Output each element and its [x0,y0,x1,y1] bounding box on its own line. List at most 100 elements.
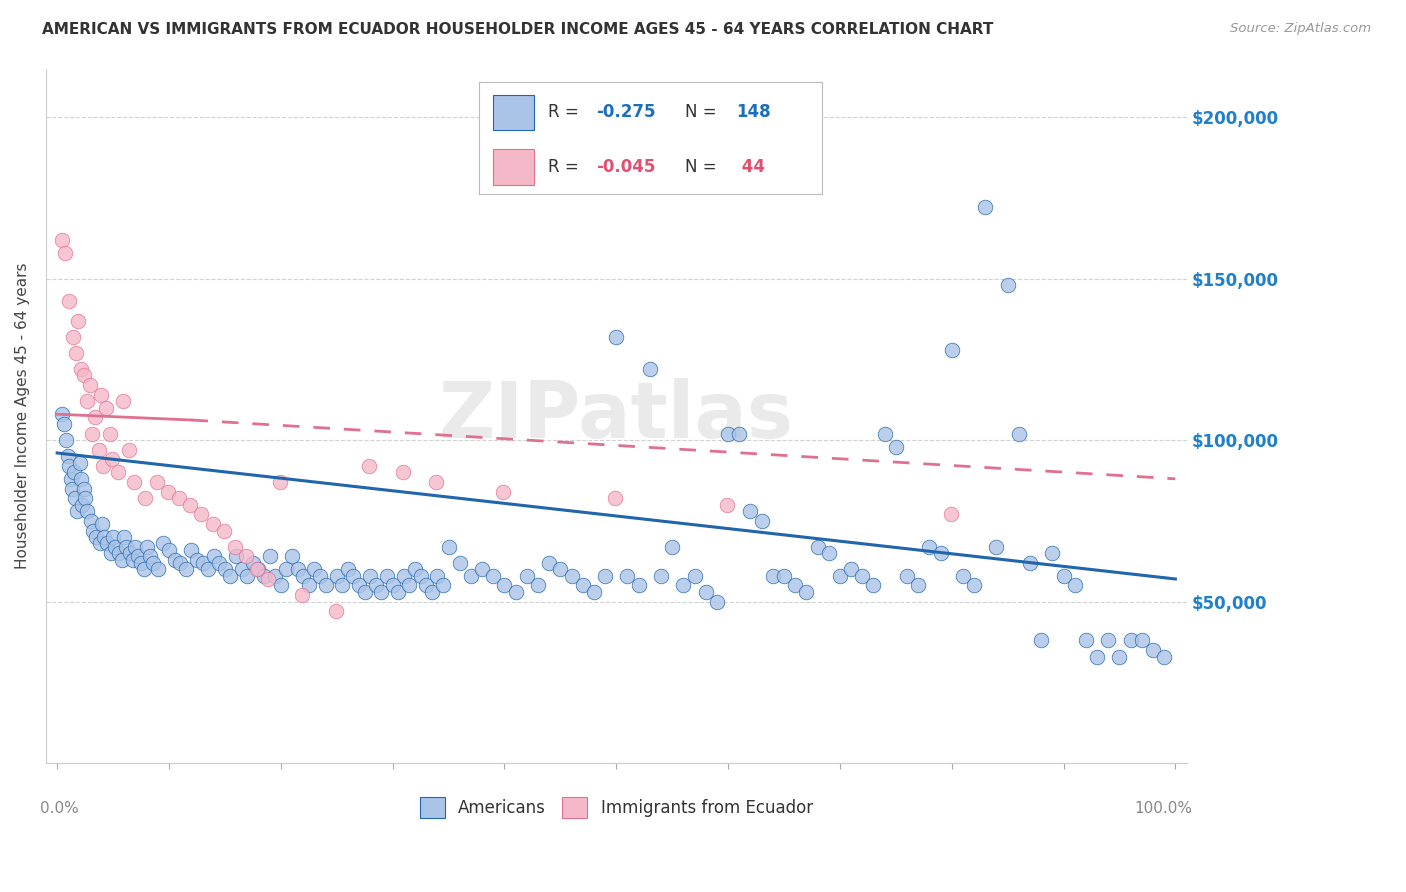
Point [1130,633,1153,648]
Point [247,562,270,576]
Point [359,568,381,582]
Point [325,568,347,582]
Point [375,568,398,582]
Point [79,378,101,392]
Point [139,549,162,564]
Point [186,552,208,566]
Point [471,562,494,576]
Point [449,556,471,570]
Point [127,549,149,564]
Point [269,475,291,489]
Point [460,568,482,582]
Point [142,556,165,570]
Point [392,568,415,582]
Point [69,362,91,376]
Point [281,549,304,564]
Point [152,536,174,550]
Point [169,556,191,570]
Point [309,568,332,582]
Point [58,449,80,463]
Point [884,440,907,454]
Point [291,588,314,602]
Point [939,508,962,522]
Text: 100.0%: 100.0% [1135,801,1192,816]
Point [118,546,141,560]
Point [425,475,447,489]
Point [55,433,77,447]
Point [661,540,683,554]
Point [112,530,135,544]
Point [51,407,73,421]
Point [593,568,616,582]
Point [236,568,259,582]
Point [270,578,292,592]
Point [58,294,80,309]
Point [398,578,420,592]
Point [550,562,572,576]
Point [145,475,167,489]
Point [163,552,186,566]
Point [101,530,124,544]
Point [796,585,818,599]
Point [122,552,145,566]
Point [63,466,86,480]
Point [224,540,246,554]
Point [605,491,627,506]
Point [101,452,124,467]
Point [69,456,91,470]
Point [1019,556,1042,570]
Point [387,585,409,599]
Point [627,578,650,592]
Point [381,578,404,592]
Point [426,568,449,582]
Point [174,562,197,576]
Point [73,482,96,496]
Point [93,530,115,544]
Point [505,585,527,599]
Point [60,482,83,496]
Point [67,313,90,327]
Point [212,524,235,538]
Point [817,546,839,560]
Point [208,556,231,570]
Point [219,568,242,582]
Point [253,568,276,582]
Point [353,585,375,599]
Point [1119,633,1142,648]
Point [180,542,202,557]
Point [560,568,582,582]
Point [259,549,281,564]
Point [336,562,359,576]
Point [52,417,75,431]
Point [342,568,364,582]
Point [235,549,257,564]
Point [91,458,114,473]
Point [538,556,561,570]
Point [941,343,963,357]
Point [963,578,986,592]
Point [974,201,997,215]
Point [90,517,112,532]
Point [873,426,896,441]
Point [1108,649,1130,664]
Point [225,549,247,564]
Point [986,540,1008,554]
Point [66,504,89,518]
Point [695,585,717,599]
Point [276,562,298,576]
Point [728,426,751,441]
Point [90,388,112,402]
Point [683,568,706,582]
Point [70,498,93,512]
Point [315,578,337,592]
Point [896,568,918,582]
Point [716,498,738,512]
Point [80,426,103,441]
Point [80,514,103,528]
Point [638,362,661,376]
Point [264,568,287,582]
Point [257,572,280,586]
Point [111,552,134,566]
Point [409,568,432,582]
Point [242,556,264,570]
